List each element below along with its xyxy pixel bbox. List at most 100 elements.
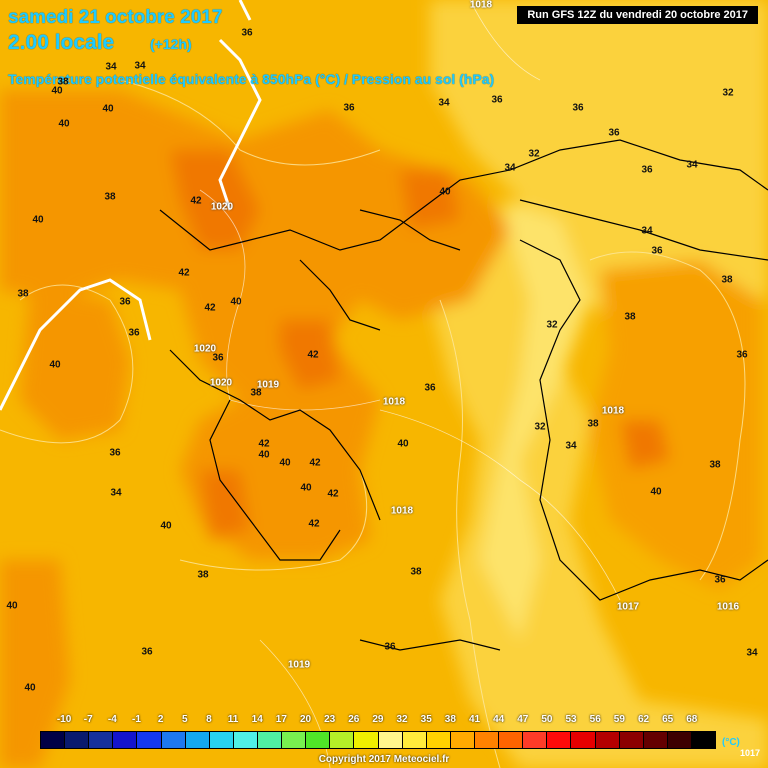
theta-e-contour-label: 36 bbox=[109, 447, 121, 459]
theta-e-contour-label: 36 bbox=[491, 94, 503, 106]
theta-e-contour-label: 42 bbox=[308, 518, 320, 530]
legend-color-bar bbox=[40, 731, 716, 749]
field-zone-hot-core-central bbox=[280, 320, 340, 390]
theta-e-contour-label: 42 bbox=[204, 302, 216, 314]
theta-e-contour-label: 38 bbox=[410, 566, 422, 578]
legend-color-swatch bbox=[209, 732, 234, 748]
legend-tick-labels: -10 -7 -4 -1 2 5 8 11 14 17 20 23 26 29 32 35 38 41 44 47 50… bbox=[52, 714, 728, 728]
theta-e-contour-label: 36 bbox=[572, 102, 584, 114]
legend-tick-label: 47 bbox=[517, 714, 529, 725]
field-zone-orange-southwest bbox=[0, 560, 70, 768]
legend-color-swatch bbox=[619, 732, 644, 748]
theta-e-contour-label: 36 bbox=[651, 245, 663, 257]
theta-e-contour-label: 40 bbox=[279, 457, 291, 469]
legend-tick-label: 53 bbox=[565, 714, 577, 725]
legend-tick-label: 35 bbox=[420, 714, 432, 725]
theta-e-contour-label: 32 bbox=[534, 421, 546, 433]
isobar-label: 1020 bbox=[193, 343, 217, 355]
legend-tick-label: 56 bbox=[589, 714, 601, 725]
theta-e-contour-label: 34 bbox=[105, 61, 117, 73]
legend-tick-label: 2 bbox=[157, 714, 164, 725]
legend-color-swatch bbox=[643, 732, 668, 748]
legend-tick-label: 68 bbox=[686, 714, 698, 725]
legend-tick-label: 38 bbox=[444, 714, 456, 725]
legend-tick-label: 65 bbox=[662, 714, 674, 725]
theta-e-contour-label: 34 bbox=[641, 225, 653, 237]
legend-color-swatch bbox=[306, 732, 331, 748]
legend-tick-label: -4 bbox=[107, 714, 117, 725]
theta-e-contour-label: 40 bbox=[230, 296, 242, 308]
isobar-label: 1018 bbox=[390, 505, 414, 517]
legend-color-swatch bbox=[691, 732, 716, 748]
legend-color-swatch bbox=[89, 732, 114, 748]
theta-e-contour-label: 40 bbox=[24, 682, 36, 694]
country-borders-white bbox=[0, 0, 262, 411]
theta-e-contour-label: 40 bbox=[258, 449, 270, 461]
theta-e-contour-label: 40 bbox=[32, 214, 44, 226]
theta-e-contour-label: 36 bbox=[119, 296, 131, 308]
legend-tick-label: -10 bbox=[56, 714, 72, 725]
theta-e-contour-label: 42 bbox=[178, 267, 190, 279]
theta-e-contour-label: 42 bbox=[190, 195, 202, 207]
theta-e-contour-label: 38 bbox=[250, 387, 262, 399]
legend-tick-label: 59 bbox=[613, 714, 625, 725]
isobar-label: 1020 bbox=[209, 377, 233, 389]
legend-color-swatch bbox=[402, 732, 427, 748]
theta-e-contour-label: 38 bbox=[197, 569, 209, 581]
isotherm-contours bbox=[0, 79, 746, 768]
legend-tick-label: 29 bbox=[372, 714, 384, 725]
legend-tick-label: 23 bbox=[324, 714, 336, 725]
theta-e-contour-label: 42 bbox=[307, 349, 319, 361]
theta-e-contour-label: 40 bbox=[6, 600, 18, 612]
legend-color-swatch bbox=[378, 732, 403, 748]
legend-color-swatch bbox=[282, 732, 307, 748]
theta-e-contour-label: 40 bbox=[51, 85, 63, 97]
legend-color-swatch bbox=[65, 732, 90, 748]
field-zone-orange-east bbox=[590, 260, 760, 590]
theta-e-contour-label: 38 bbox=[624, 311, 636, 323]
theta-e-contour-label: 40 bbox=[58, 118, 70, 130]
legend-tick-label: 41 bbox=[468, 714, 481, 725]
theta-e-contour-label: 40 bbox=[397, 438, 409, 450]
isobar-label: 1019 bbox=[287, 659, 311, 671]
theta-e-contour-label: 36 bbox=[128, 327, 140, 339]
isobar-label: 1017 bbox=[616, 601, 640, 613]
legend-color-swatch bbox=[571, 732, 596, 748]
forecast-local-time: 2.00 locale bbox=[8, 31, 115, 54]
theta-e-contour-label: 36 bbox=[736, 349, 748, 361]
legend-color-swatch bbox=[450, 732, 475, 748]
legend-color-swatch bbox=[113, 732, 138, 748]
legend-color-swatch bbox=[667, 732, 692, 748]
theta-e-contour-label: 32 bbox=[722, 87, 734, 99]
theta-e-contour-label: 34 bbox=[746, 647, 758, 659]
theta-e-contour-label: 36 bbox=[384, 641, 396, 653]
theta-e-contour-label: 40 bbox=[49, 359, 61, 371]
theta-e-contour-label: 38 bbox=[587, 418, 599, 430]
legend-color-swatch bbox=[185, 732, 210, 748]
theta-e-contour-label: 38 bbox=[17, 288, 29, 300]
legend-unit: (°C) bbox=[722, 737, 740, 748]
theta-e-contour-label: 40 bbox=[300, 482, 312, 494]
isobar-label: 1018 bbox=[469, 0, 493, 11]
theta-e-contour-label: 32 bbox=[528, 148, 540, 160]
theta-e-contour-label: 40 bbox=[650, 486, 662, 498]
field-zone-orange-north bbox=[0, 90, 510, 560]
theta-e-contour-label: 42 bbox=[327, 488, 339, 500]
legend-tick-label: 26 bbox=[348, 714, 360, 725]
theta-e-contour-label: 36 bbox=[141, 646, 153, 658]
legend-color-swatch bbox=[426, 732, 451, 748]
legend-color-swatch bbox=[595, 732, 620, 748]
map-parameter-title: Température potentielle équivalente à 85… bbox=[8, 71, 495, 87]
legend-tick-label: -1 bbox=[132, 714, 141, 725]
legend-tick-label: 14 bbox=[251, 714, 263, 725]
legend-tick-label: 50 bbox=[541, 714, 553, 725]
legend-tick-label: 62 bbox=[637, 714, 650, 725]
isobar-contours bbox=[199, 0, 621, 768]
theta-e-contour-label: 34 bbox=[565, 440, 577, 452]
theta-e-contour-label: 36 bbox=[343, 102, 355, 114]
legend-color-swatch bbox=[499, 732, 524, 748]
theta-e-contour-label: 34 bbox=[110, 487, 122, 499]
theta-e-contour-label: 34 bbox=[438, 97, 450, 109]
